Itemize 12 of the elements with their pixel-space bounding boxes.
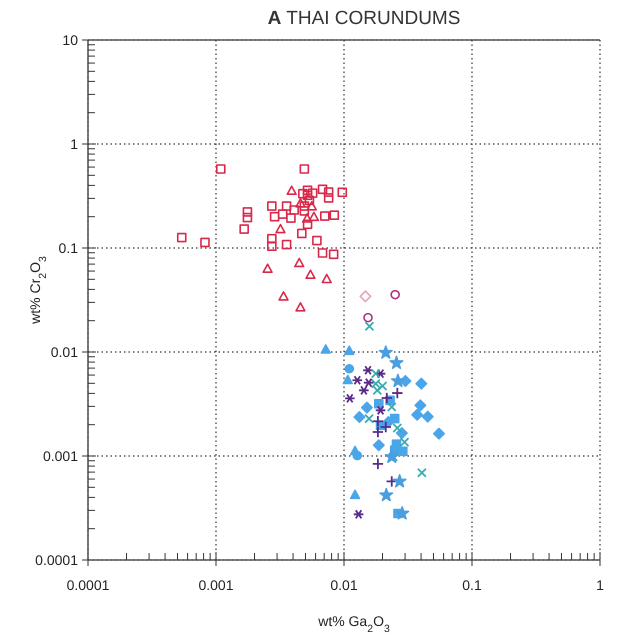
x-tick-label: 0.1	[462, 577, 482, 593]
y-tick-label: 10	[62, 32, 78, 48]
y-tick-label: 0.01	[50, 344, 78, 360]
x-tick-label: 1	[596, 577, 604, 593]
y-tick-label: 0.0001	[35, 552, 78, 568]
chart-title: A THAI CORUNDUMS	[268, 8, 460, 29]
x-tick-label: 0.01	[330, 577, 358, 593]
y-tick-label: 1	[70, 136, 78, 152]
y-tick-label: 0.001	[42, 448, 78, 464]
x-axis-title: wt% Ga$_{2}$O$_{3}$	[317, 613, 390, 635]
x-tick-label: 0.001	[198, 577, 234, 593]
y-tick-label: 0.1	[58, 240, 78, 256]
